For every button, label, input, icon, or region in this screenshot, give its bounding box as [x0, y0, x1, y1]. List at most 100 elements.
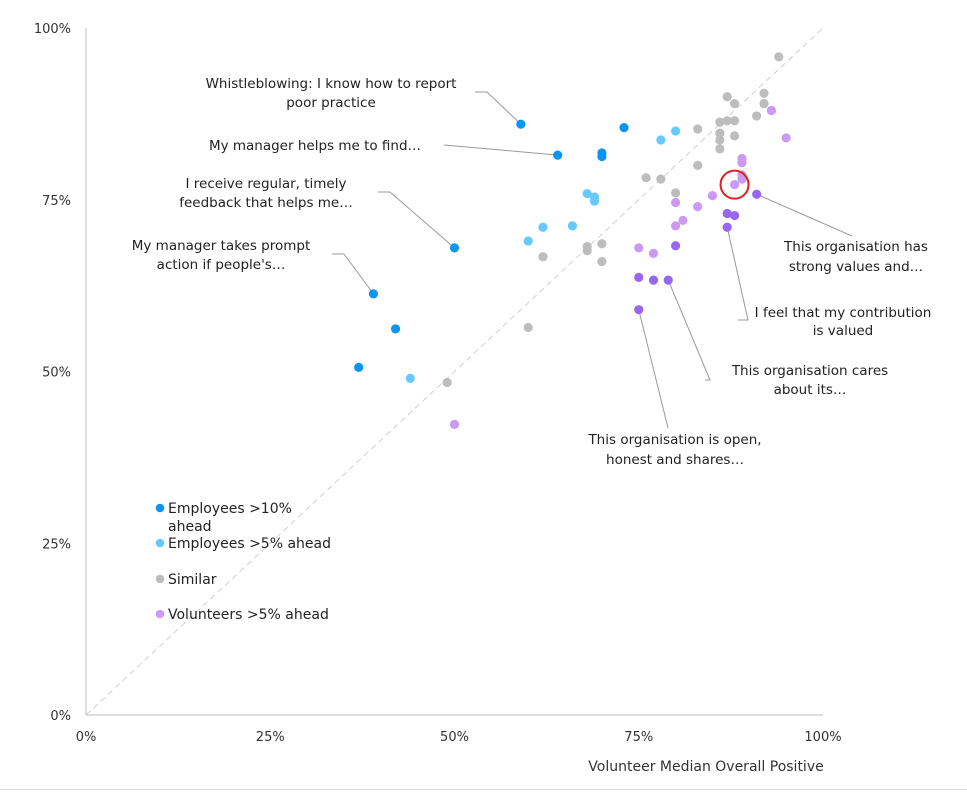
- data-point: [442, 377, 452, 388]
- data-point: [729, 131, 740, 141]
- x-tick-label: 50%: [440, 730, 469, 745]
- data-point: [752, 111, 762, 121]
- y-tick-label: 50%: [42, 366, 71, 381]
- data-point: [663, 275, 673, 285]
- data-point: [671, 188, 681, 198]
- data-point: [693, 160, 703, 170]
- data-point: [567, 221, 578, 231]
- annotation-leader-line: [332, 253, 374, 295]
- data-point: [582, 245, 592, 256]
- x-axis-ticks: 0% 25% 50% 75% 100%: [76, 730, 842, 745]
- highlight-ring: [719, 169, 750, 200]
- data-point: [774, 52, 784, 62]
- x-tick-label: 0%: [76, 730, 97, 745]
- data-point: [707, 191, 718, 201]
- annotation-label: feedback that helps me…: [179, 195, 352, 211]
- annotation-label: This organisation cares: [731, 363, 888, 379]
- x-axis-title: Volunteer Median Overall Positive: [588, 759, 823, 775]
- data-point: [737, 174, 747, 184]
- data-point: [678, 215, 688, 225]
- annotation-label: is valued: [813, 323, 874, 339]
- annotation-label: about its…: [774, 382, 847, 398]
- data-point: [759, 88, 769, 98]
- data-point: [538, 252, 548, 262]
- data-point: [354, 362, 364, 372]
- annotation-label: strong values and…: [789, 259, 923, 275]
- data-point: [516, 119, 526, 129]
- data-point: [634, 305, 644, 315]
- data-point: [390, 324, 401, 334]
- data-point: [729, 180, 740, 190]
- annotation-label: Whistleblowing: I know how to report: [206, 76, 457, 92]
- data-point: [766, 105, 777, 116]
- data-point: [729, 210, 740, 221]
- annotation-label: This organisation has: [783, 239, 928, 255]
- annotation-label: I feel that my contribution: [755, 305, 932, 321]
- annotation-label: action if people's…: [157, 257, 286, 273]
- data-point: [671, 126, 681, 136]
- y-tick-label: 75%: [42, 194, 71, 209]
- data-point: [656, 174, 666, 184]
- data-point: [715, 144, 725, 154]
- annotation-leader-line: [378, 191, 455, 249]
- data-point: [671, 221, 681, 231]
- annotation-label: poor practice: [286, 95, 376, 111]
- diagonal-reference-line: [85, 27, 824, 716]
- data-point: [553, 150, 563, 160]
- bottom-divider: [0, 789, 967, 790]
- data-point: [715, 128, 725, 138]
- annotation-label: honest and shares…: [606, 452, 744, 468]
- data-point: [722, 222, 732, 232]
- data-point: [449, 243, 460, 253]
- annotation-leader-line: [443, 144, 558, 156]
- annotation-label: My manager takes prompt: [132, 238, 311, 254]
- annotation-leader-line: [726, 227, 749, 321]
- data-point: [634, 243, 644, 253]
- data-point: [523, 322, 533, 333]
- data-point: [715, 135, 725, 145]
- annotation-leader-line: [756, 193, 853, 237]
- data-point: [597, 239, 607, 249]
- data-point: [449, 419, 460, 429]
- data-point: [693, 202, 703, 212]
- y-tick-label: 25%: [42, 537, 71, 552]
- data-points: [354, 52, 791, 429]
- annotations: Whistleblowing: I know how to report poor…: [132, 76, 932, 468]
- legend-label: Volunteers >5% ahead: [168, 607, 329, 623]
- legend-label: Similar: [168, 572, 217, 588]
- data-point: [582, 188, 592, 199]
- data-point: [589, 196, 600, 206]
- legend-label: ahead: [168, 519, 212, 535]
- data-point: [538, 222, 548, 232]
- annotation-leader-line: [667, 279, 711, 381]
- annotation-leader-line: [475, 91, 522, 125]
- data-point: [759, 98, 769, 109]
- data-point: [781, 133, 791, 143]
- legend-label: Employees >5% ahead: [168, 536, 331, 552]
- data-point: [693, 124, 703, 134]
- data-point: [597, 256, 607, 267]
- y-tick-label: 100%: [34, 22, 71, 37]
- y-axis-ticks: 0% 25% 50% 75% 100%: [34, 22, 71, 724]
- data-point: [722, 116, 732, 126]
- data-point: [722, 208, 732, 219]
- data-point: [641, 173, 651, 183]
- data-point: [523, 236, 533, 246]
- y-tick-label: 0%: [50, 709, 71, 724]
- data-point: [368, 289, 379, 299]
- data-point: [656, 135, 666, 145]
- legend-marker: [155, 609, 165, 619]
- data-point: [671, 197, 681, 208]
- data-point: [619, 123, 629, 133]
- x-tick-label: 100%: [804, 730, 841, 745]
- data-point: [405, 373, 415, 383]
- legend-label: Employees >10%: [168, 501, 292, 517]
- data-point: [729, 116, 740, 126]
- data-point: [737, 158, 747, 168]
- data-point: [729, 98, 740, 109]
- data-point: [648, 275, 659, 285]
- legend-marker: [155, 574, 165, 584]
- legend-marker: [155, 538, 165, 548]
- annotation-label: This organisation is open,: [587, 432, 761, 448]
